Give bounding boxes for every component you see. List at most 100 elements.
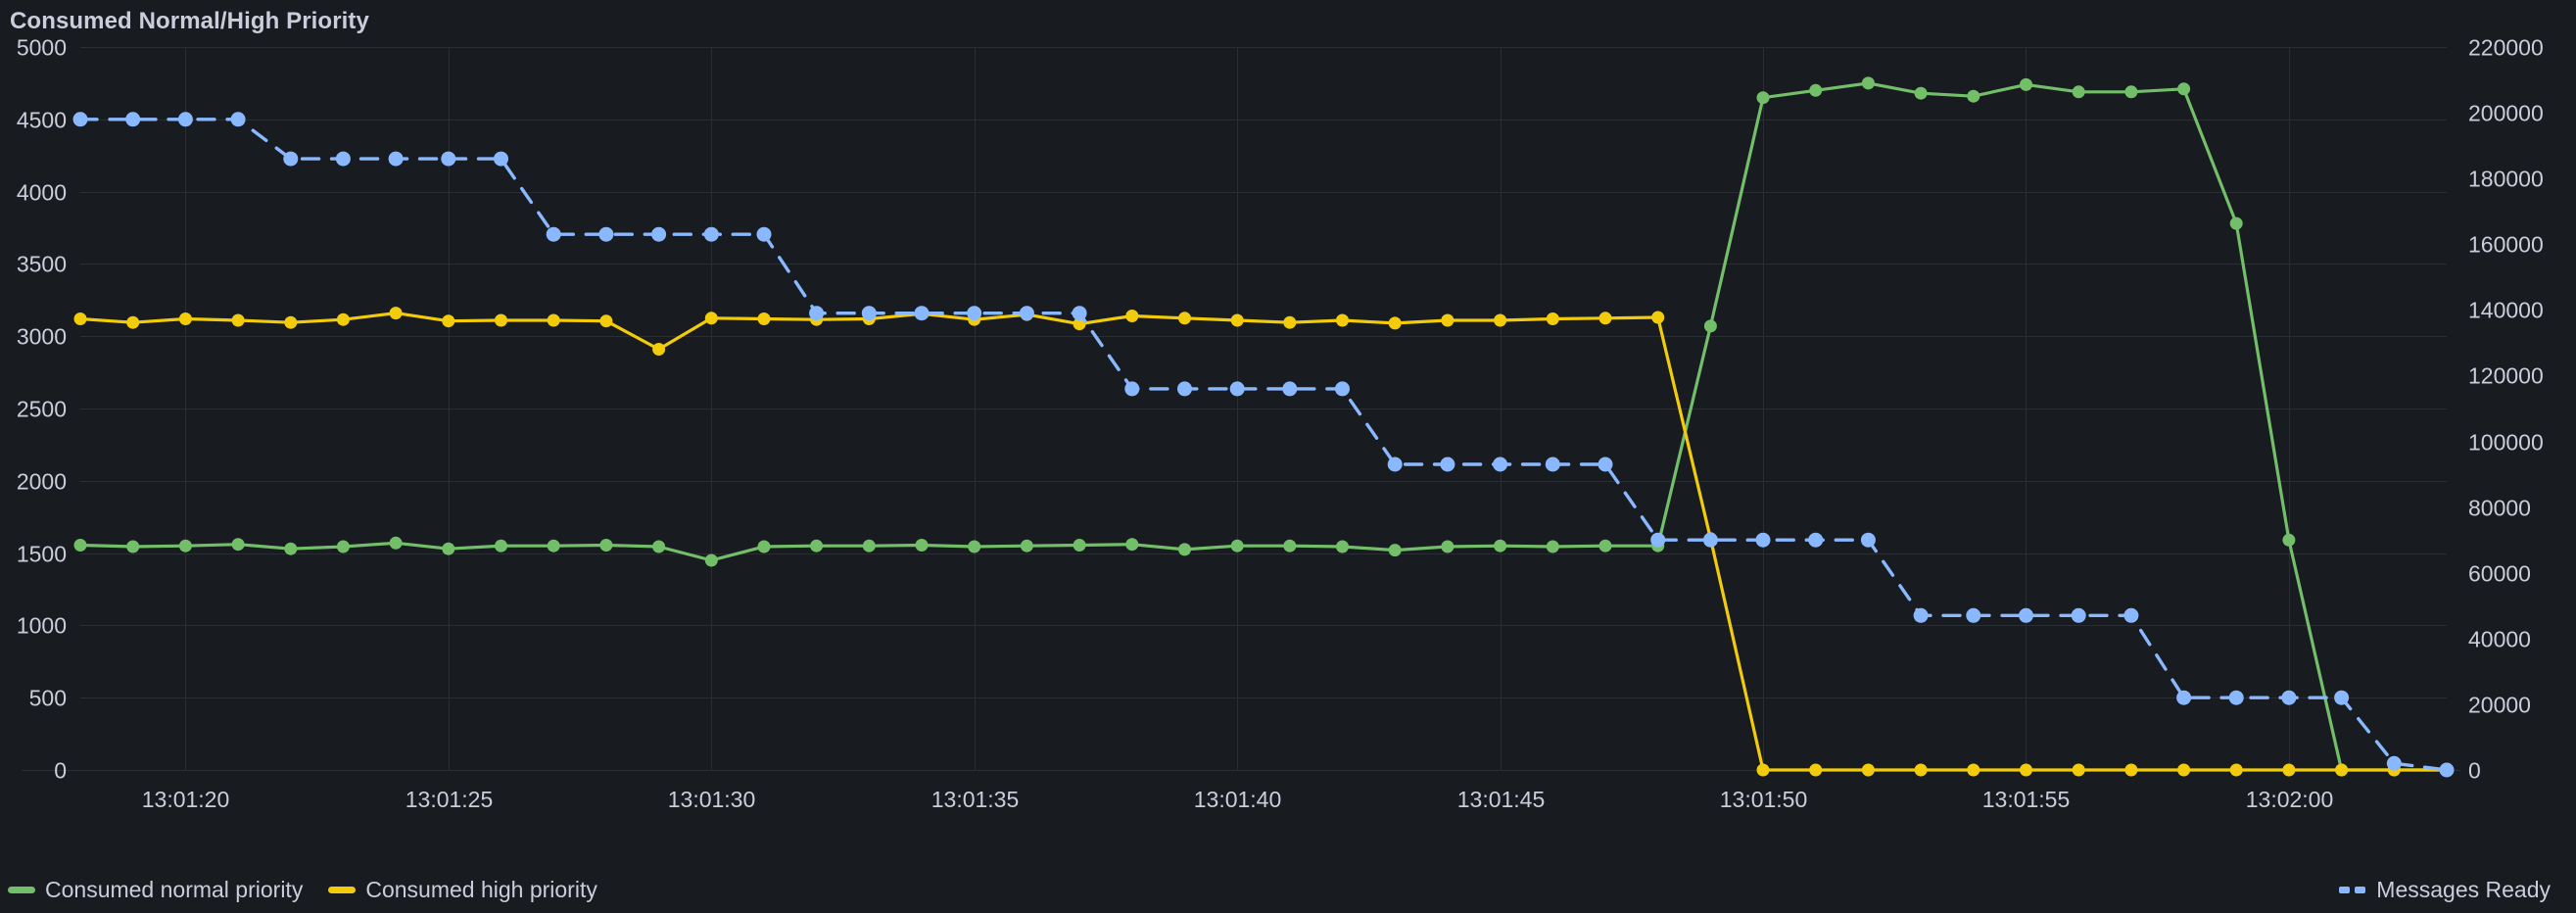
data-point[interactable] xyxy=(1336,313,1349,327)
data-point[interactable] xyxy=(2229,763,2243,777)
data-point[interactable] xyxy=(1703,319,1717,333)
data-point[interactable] xyxy=(1178,543,1191,556)
data-point[interactable] xyxy=(1335,381,1350,397)
data-point[interactable] xyxy=(1545,456,1560,472)
data-point[interactable] xyxy=(1756,91,1770,105)
data-point[interactable] xyxy=(1441,540,1455,553)
data-point[interactable] xyxy=(1229,381,1245,397)
data-point[interactable] xyxy=(73,312,87,325)
data-point[interactable] xyxy=(442,314,455,328)
data-point[interactable] xyxy=(2124,763,2138,777)
data-point[interactable] xyxy=(2072,763,2085,777)
data-point[interactable] xyxy=(125,112,141,127)
data-point[interactable] xyxy=(231,538,245,552)
data-point[interactable] xyxy=(914,306,930,321)
legend-item-messages-ready[interactable]: Messages Ready xyxy=(2339,877,2551,903)
data-point[interactable] xyxy=(1019,306,1034,321)
series-consumed-high-priority[interactable] xyxy=(73,307,2454,777)
data-point[interactable] xyxy=(1282,381,1298,397)
data-point[interactable] xyxy=(1441,313,1455,327)
data-point[interactable] xyxy=(1388,316,1402,330)
data-point[interactable] xyxy=(388,151,404,167)
data-point[interactable] xyxy=(178,539,192,553)
data-point[interactable] xyxy=(652,343,666,356)
data-point[interactable] xyxy=(2281,690,2297,705)
data-point[interactable] xyxy=(1124,381,1140,397)
data-point[interactable] xyxy=(915,539,929,552)
data-point[interactable] xyxy=(1546,312,1559,325)
data-point[interactable] xyxy=(2229,216,2243,230)
data-point[interactable] xyxy=(861,306,877,321)
data-point[interactable] xyxy=(546,226,561,242)
data-point[interactable] xyxy=(73,539,87,552)
legend-item-consumed-normal-priority[interactable]: Consumed normal priority xyxy=(8,877,303,903)
data-point[interactable] xyxy=(2124,85,2138,99)
data-point[interactable] xyxy=(2228,690,2244,705)
data-point[interactable] xyxy=(1493,456,1508,472)
chart-svg[interactable]: 0 500 1000 1500 2000 2500 3000 3500 4000 4500 5000… xyxy=(0,35,2576,854)
data-point[interactable] xyxy=(1913,607,1929,623)
data-point[interactable] xyxy=(230,112,246,127)
data-point[interactable] xyxy=(1494,539,1507,553)
data-point[interactable] xyxy=(1336,540,1349,553)
data-point[interactable] xyxy=(1283,539,1297,553)
data-point[interactable] xyxy=(1387,456,1403,472)
data-point[interactable] xyxy=(1020,539,1033,553)
data-point[interactable] xyxy=(441,151,456,167)
data-point[interactable] xyxy=(2177,763,2191,777)
data-point[interactable] xyxy=(1073,539,1086,552)
chart-legend[interactable]: Consumed normal priority Consumed high p… xyxy=(0,866,2576,913)
data-point[interactable] xyxy=(1808,532,1824,548)
data-point[interactable] xyxy=(389,307,403,320)
data-point[interactable] xyxy=(810,539,824,553)
plot-area[interactable]: 0 500 1000 1500 2000 2500 3000 3500 4000 4500 5000… xyxy=(0,35,2576,854)
data-point[interactable] xyxy=(2020,763,2032,777)
data-point[interactable] xyxy=(2072,85,2085,99)
data-point[interactable] xyxy=(704,312,718,325)
data-point[interactable] xyxy=(1914,86,1928,100)
data-point[interactable] xyxy=(1546,540,1559,553)
data-point[interactable] xyxy=(547,313,560,327)
data-point[interactable] xyxy=(1598,312,1612,325)
data-point[interactable] xyxy=(284,542,298,555)
data-point[interactable] xyxy=(335,151,351,167)
data-point[interactable] xyxy=(336,312,350,326)
data-point[interactable] xyxy=(967,306,982,321)
data-point[interactable] xyxy=(1755,532,1771,548)
data-point[interactable] xyxy=(1125,538,1139,552)
data-point[interactable] xyxy=(1388,544,1402,557)
data-point[interactable] xyxy=(1967,763,1980,777)
data-point[interactable] xyxy=(599,539,613,552)
data-point[interactable] xyxy=(494,151,508,167)
data-point[interactable] xyxy=(2282,533,2296,547)
data-point[interactable] xyxy=(1966,607,1981,623)
data-point[interactable] xyxy=(1598,539,1612,553)
data-point[interactable] xyxy=(598,226,614,242)
data-point[interactable] xyxy=(1177,381,1192,397)
data-point[interactable] xyxy=(1125,310,1139,322)
data-point[interactable] xyxy=(2071,607,2086,623)
data-point[interactable] xyxy=(336,540,350,553)
data-point[interactable] xyxy=(756,226,772,242)
data-point[interactable] xyxy=(126,315,140,329)
data-point[interactable] xyxy=(1283,315,1297,329)
data-point[interactable] xyxy=(757,540,771,553)
data-point[interactable] xyxy=(1440,456,1455,472)
data-point[interactable] xyxy=(1650,532,1666,548)
data-point[interactable] xyxy=(283,151,299,167)
data-point[interactable] xyxy=(862,539,876,553)
data-point[interactable] xyxy=(2335,763,2349,777)
data-point[interactable] xyxy=(177,112,193,127)
data-point[interactable] xyxy=(495,313,507,327)
series-group[interactable] xyxy=(72,76,2455,778)
data-point[interactable] xyxy=(2123,607,2139,623)
data-point[interactable] xyxy=(968,540,981,553)
series-consumed-normal-priority[interactable] xyxy=(73,76,2454,777)
data-point[interactable] xyxy=(1809,763,1823,777)
data-point[interactable] xyxy=(2020,77,2032,91)
data-point[interactable] xyxy=(1756,763,1770,777)
data-point[interactable] xyxy=(809,306,825,321)
series-messages-ready[interactable] xyxy=(72,112,2455,778)
data-point[interactable] xyxy=(1230,539,1244,553)
data-point[interactable] xyxy=(1861,76,1875,90)
